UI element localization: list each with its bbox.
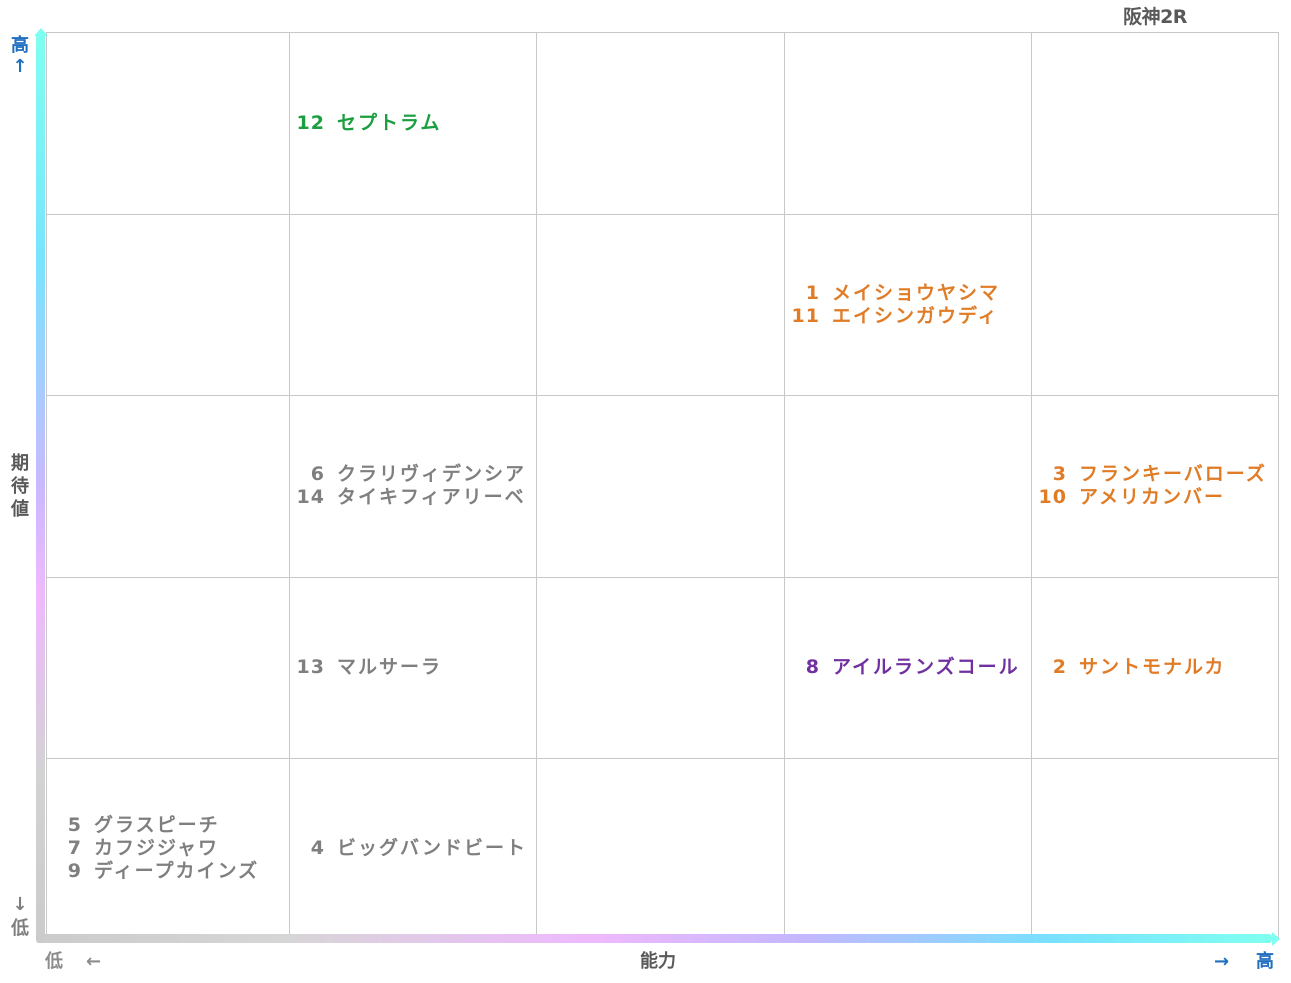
x-low-label: 低: [45, 951, 63, 972]
horse-number: 13: [296, 656, 325, 678]
horse-entry: 13 マルサーラ: [295, 656, 442, 679]
horse-number: 3: [1052, 463, 1067, 485]
horse-entry: 9 ディープカインズ: [52, 860, 259, 883]
cell-entry-group: 5 グラスピーチ 7 カフジジャワ 9 ディープカインズ: [52, 814, 259, 883]
y-axis-label-char: 待: [11, 476, 29, 497]
horse-name: ディープカインズ: [94, 860, 260, 882]
horse-name: サントモナルカ: [1079, 656, 1226, 678]
grid-vline: [536, 33, 537, 937]
horse-name: ビッグバンドビート: [337, 837, 527, 859]
horse-entry: 5 グラスピーチ: [52, 814, 259, 837]
horse-name: アイルランズコール: [832, 656, 1020, 678]
y-low-label: 低: [11, 918, 29, 939]
x-right-arrow: →: [1214, 951, 1230, 972]
horse-name: エイシンガウディ: [832, 305, 999, 327]
horse-number: 5: [67, 814, 82, 836]
horse-number: 8: [805, 656, 820, 678]
y-axis-label: 期待値: [9, 452, 31, 521]
cell-entry-group: 4 ビッグバンドビート: [295, 837, 527, 860]
horse-number: 1: [805, 282, 820, 304]
cell-entry-group: 6 クラリヴィデンシア 14 タイキフィアリーベ: [295, 463, 526, 509]
horse-number: 10: [1038, 486, 1067, 508]
horse-number: 2: [1052, 656, 1067, 678]
horse-entry: 14 タイキフィアリーベ: [295, 486, 526, 509]
cell-entry-group: 12 セプトラム: [295, 112, 441, 135]
horse-entry: 4 ビッグバンドビート: [295, 837, 527, 860]
x-high-label: 高: [1256, 951, 1274, 972]
horse-name: タイキフィアリーベ: [337, 486, 526, 508]
horse-entry: 11 エイシンガウディ: [790, 305, 1000, 328]
horse-name: カフジジャワ: [94, 837, 220, 859]
horse-number: 4: [310, 837, 325, 859]
horse-number: 14: [296, 486, 325, 508]
x-axis-label: 能力: [640, 951, 676, 972]
horse-name: セプトラム: [337, 112, 442, 134]
horse-entry: 8 アイルランズコール: [790, 656, 1020, 679]
y-down-arrow: ↓: [12, 894, 28, 915]
horse-entry: 2 サントモナルカ: [1037, 656, 1225, 679]
horse-name: クラリヴィデンシア: [337, 463, 527, 485]
x-axis-arrowhead: [1272, 932, 1280, 946]
cell-entry-group: 1 メイショウヤシマ 11 エイシンガウディ: [790, 282, 1000, 328]
y-up-arrow: ↑: [12, 56, 28, 77]
cell-entry-group: 3 フランキーバローズ 10 アメリカンバー: [1037, 463, 1267, 509]
cell-entry-group: 8 アイルランズコール: [790, 656, 1020, 679]
cell-entry-group: 2 サントモナルカ: [1037, 656, 1225, 679]
horse-name: フランキーバローズ: [1079, 463, 1267, 485]
horse-entry: 10 アメリカンバー: [1037, 486, 1267, 509]
x-left-arrow: ←: [86, 951, 102, 972]
horse-number: 11: [791, 305, 820, 327]
grid-vline: [289, 33, 290, 937]
horse-number: 12: [296, 112, 325, 134]
horse-name: マルサーラ: [337, 656, 443, 678]
y-axis-label-char: 値: [11, 499, 29, 520]
horse-name: アメリカンバー: [1079, 486, 1226, 508]
y-axis-arrowhead: [34, 28, 48, 36]
horse-entry: 6 クラリヴィデンシア: [295, 463, 526, 486]
horse-number: 9: [67, 860, 82, 882]
cell-entry-group: 13 マルサーラ: [295, 656, 442, 679]
horse-entry: 1 メイショウヤシマ: [790, 282, 1000, 305]
chart-title: 阪神2R: [1123, 6, 1187, 28]
grid-hline: [47, 577, 1278, 578]
horse-entry: 7 カフジジャワ: [52, 837, 259, 860]
y-high-label: 高: [11, 35, 29, 56]
grid-vline: [784, 33, 785, 937]
horse-name: メイショウヤシマ: [832, 282, 1001, 304]
horse-entry: 3 フランキーバローズ: [1037, 463, 1267, 486]
y-axis-label-char: 期: [11, 453, 29, 474]
grid-hline: [47, 758, 1278, 759]
grid-hline: [47, 214, 1278, 215]
horse-number: 7: [67, 837, 82, 859]
x-axis-bar: [36, 934, 1272, 943]
horse-entry: 12 セプトラム: [295, 112, 441, 135]
grid-hline: [47, 395, 1278, 396]
horse-number: 6: [310, 463, 325, 485]
y-axis-bar: [36, 33, 45, 939]
grid-vline: [1031, 33, 1032, 937]
horse-name: グラスピーチ: [94, 814, 220, 836]
